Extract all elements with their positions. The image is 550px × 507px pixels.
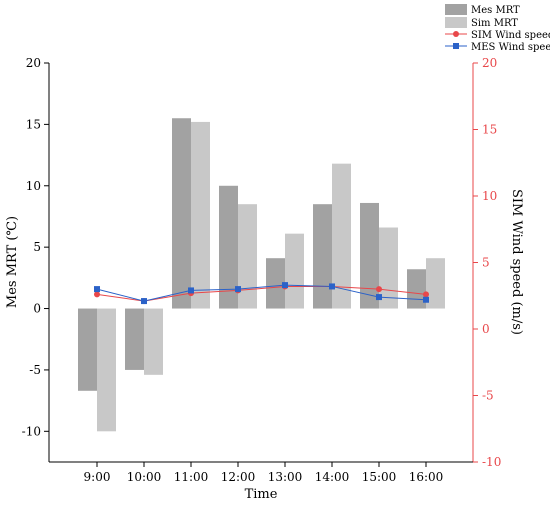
bar-mes-mrt-1200 bbox=[219, 185, 238, 309]
point-mes-wind-speed-1600 bbox=[423, 296, 429, 303]
right-tick-label: 20 bbox=[482, 56, 497, 70]
legend-label: SIM Wind speed bbox=[471, 30, 550, 41]
bar-mes-mrt-1100 bbox=[172, 118, 191, 309]
point-sim-wind-speed-1600 bbox=[423, 291, 429, 298]
bar-mes-mrt-1500 bbox=[360, 202, 379, 309]
point-mes-wind-speed-1000 bbox=[141, 298, 147, 305]
left-tick-label: 10 bbox=[26, 179, 41, 193]
x-tick-label: 16:00 bbox=[409, 470, 444, 484]
x-tick-label: 11:00 bbox=[174, 470, 209, 484]
x-tick-label: 15:00 bbox=[362, 470, 397, 484]
right-tick-label: -10 bbox=[482, 455, 501, 469]
bar-sim-mrt-1200 bbox=[238, 204, 257, 309]
ticks-layer: -10 -5 0 5 10 15 20 -10 -5 0 5 10 15 20 9:00 10:00 11:00… bbox=[22, 56, 502, 484]
left-axis-title: Mes MRT (℃) bbox=[5, 216, 20, 308]
point-mes-wind-speed-1100 bbox=[188, 287, 194, 294]
point-mes-wind-speed-1400 bbox=[329, 283, 335, 290]
point-sim-wind-speed-1500 bbox=[376, 286, 382, 293]
x-tick-label: 12:00 bbox=[221, 470, 256, 484]
legend-swatch-mes-mrt bbox=[445, 4, 467, 15]
x-tick-label: 10:00 bbox=[127, 470, 162, 484]
x-tick-label: 13:00 bbox=[268, 470, 303, 484]
line-mes-wind-speed bbox=[96, 284, 427, 302]
lines-layer bbox=[94, 282, 429, 305]
left-tick-label: -10 bbox=[22, 424, 41, 438]
bar-sim-mrt-1100 bbox=[191, 121, 210, 309]
legend-swatch-sim-mrt bbox=[445, 17, 467, 28]
bar-sim-mrt-1300 bbox=[285, 233, 304, 309]
bars-layer bbox=[78, 118, 445, 432]
point-sim-wind-speed-900 bbox=[94, 291, 100, 298]
point-mes-wind-speed-1300 bbox=[282, 282, 288, 289]
bar-mes-mrt-1300 bbox=[266, 258, 285, 309]
right-tick-label: 10 bbox=[482, 189, 497, 203]
bar-mes-mrt-1400 bbox=[313, 204, 332, 309]
right-tick-label: -5 bbox=[482, 389, 494, 403]
legend-marker bbox=[453, 43, 459, 49]
bar-sim-mrt-1400 bbox=[332, 163, 351, 309]
legend-label: MES Wind speed bbox=[471, 42, 550, 53]
x-tick-label: 9:00 bbox=[84, 470, 111, 484]
x-axis-title: Time bbox=[245, 487, 278, 502]
right-tick-label: 5 bbox=[482, 256, 490, 270]
point-mes-wind-speed-1500 bbox=[376, 294, 382, 301]
left-tick-label: 5 bbox=[33, 240, 41, 254]
left-tick-label: 15 bbox=[26, 117, 41, 131]
bar-sim-mrt-900 bbox=[97, 308, 116, 432]
left-tick-label: 20 bbox=[26, 56, 41, 70]
bar-sim-mrt-1600 bbox=[426, 258, 445, 309]
point-mes-wind-speed-1200 bbox=[235, 286, 241, 293]
x-tick-label: 14:00 bbox=[315, 470, 350, 484]
bar-sim-mrt-1000 bbox=[144, 308, 163, 375]
right-tick-label: 0 bbox=[482, 322, 490, 336]
legend-label: Mes MRT bbox=[471, 5, 520, 16]
legend-label: Sim MRT bbox=[471, 18, 518, 29]
left-tick-label: -5 bbox=[29, 363, 41, 377]
left-tick-label: 0 bbox=[33, 302, 41, 316]
point-mes-wind-speed-900 bbox=[94, 286, 100, 293]
right-axis-title: SIM Wind speed (m/s) bbox=[509, 189, 524, 335]
bar-mes-mrt-1000 bbox=[125, 308, 144, 370]
bar-mes-mrt-900 bbox=[78, 308, 97, 391]
bar-sim-mrt-1500 bbox=[379, 227, 398, 309]
right-tick-label: 15 bbox=[482, 123, 497, 137]
legend-marker bbox=[453, 31, 459, 37]
